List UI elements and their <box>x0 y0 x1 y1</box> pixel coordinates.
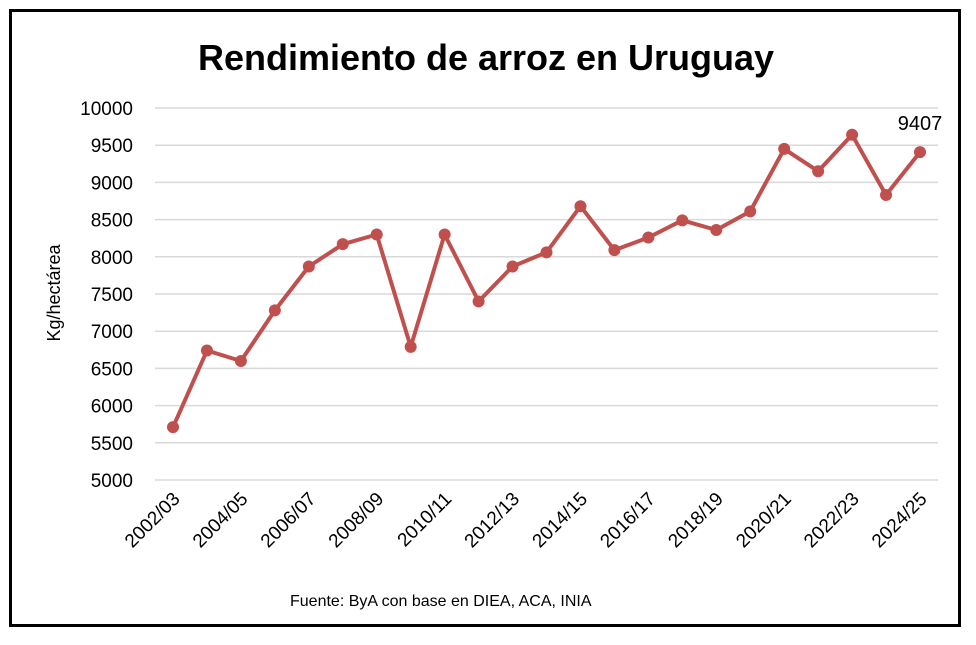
y-tick-label: 8000 <box>91 248 133 269</box>
x-tick-label: 2024/25 <box>868 489 931 552</box>
x-tick-label: 2014/15 <box>529 489 592 552</box>
gridlines <box>155 107 938 481</box>
data-point <box>370 228 383 241</box>
y-axis-ticks: 5000 5500 6000 6500 7000 7500 8000 8500 9000 9500… <box>80 99 133 492</box>
series-line <box>171 132 922 429</box>
data-point <box>506 260 519 273</box>
data-point <box>846 128 859 141</box>
x-axis-ticks: 2002/03 2004/05 2006/07 2008/09 2010/11 2012/… <box>121 489 931 552</box>
x-tick-label: 2020/21 <box>732 489 795 552</box>
data-label: 9407 <box>898 113 943 135</box>
x-tick-label: 2008/09 <box>325 489 388 552</box>
data-point <box>744 205 757 218</box>
y-tick-label: 5500 <box>91 434 133 455</box>
data-point <box>914 146 926 159</box>
data-point <box>710 224 723 237</box>
data-point <box>540 246 553 259</box>
x-tick-label: 2004/05 <box>189 489 252 552</box>
data-point <box>778 142 791 155</box>
data-points <box>167 128 926 434</box>
data-point <box>234 354 247 367</box>
y-tick-label: 8500 <box>91 211 133 232</box>
data-point <box>268 304 281 317</box>
data-point <box>608 244 621 257</box>
data-point <box>676 214 689 227</box>
data-point <box>302 260 315 273</box>
chart-frame <box>9 9 961 627</box>
data-point <box>574 200 587 213</box>
data-point <box>880 189 893 202</box>
x-tick-label: 2018/19 <box>664 489 727 552</box>
y-tick-label: 7000 <box>91 322 133 343</box>
x-tick-label: 2010/11 <box>394 489 456 551</box>
y-tick-label: 7500 <box>91 285 133 306</box>
data-point <box>812 165 825 178</box>
data-labels: 9407 <box>898 113 943 135</box>
data-point <box>472 295 485 308</box>
x-tick-label: 2002/03 <box>121 489 184 552</box>
y-axis-label: Kg/hectárea <box>44 243 64 341</box>
source-note: Fuente: ByA con base en DIEA, ACA, INIA <box>290 593 592 610</box>
x-tick-label: 2006/07 <box>257 489 320 552</box>
y-tick-label: 6500 <box>91 359 133 380</box>
data-point <box>200 344 213 357</box>
data-point <box>642 231 655 244</box>
y-tick-label: 10000 <box>80 99 133 120</box>
x-tick-label: 2022/23 <box>800 489 863 552</box>
data-point <box>438 228 451 241</box>
y-tick-label: 9000 <box>91 173 133 194</box>
y-tick-label: 5000 <box>91 471 133 492</box>
data-point <box>167 421 179 434</box>
x-tick-label: 2012/13 <box>461 489 524 552</box>
y-tick-label: 9500 <box>91 136 133 157</box>
data-point <box>336 238 349 251</box>
x-tick-label: 2016/17 <box>596 489 659 552</box>
chart-title: Rendimiento de arroz en Uruguay <box>198 37 774 78</box>
data-point <box>404 340 417 353</box>
y-tick-label: 6000 <box>91 397 133 418</box>
